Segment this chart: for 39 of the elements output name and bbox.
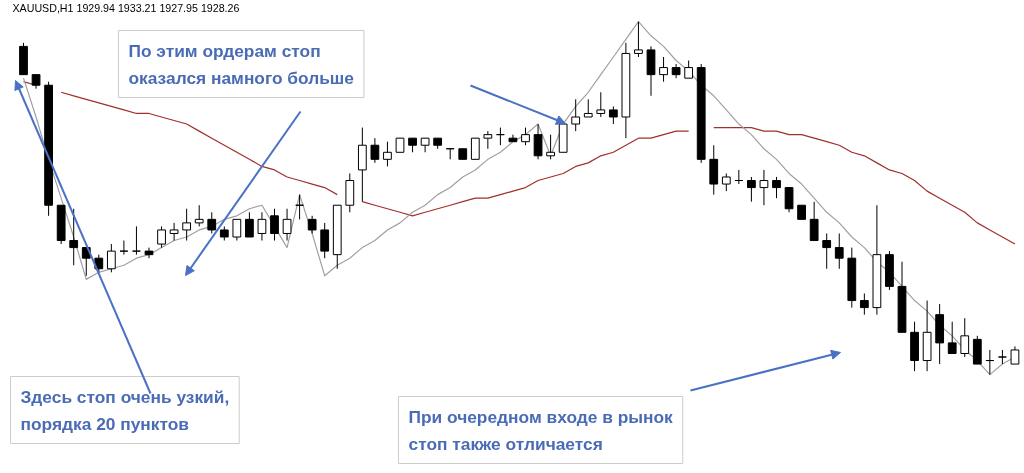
candlestick [546, 134, 555, 160]
candlestick [157, 225, 166, 249]
candlestick [960, 317, 970, 358]
candlestick [784, 187, 794, 213]
candlestick [232, 218, 242, 242]
candlestick [859, 292, 869, 316]
candlestick [809, 201, 819, 242]
candlestick [320, 222, 330, 259]
candlestick [106, 243, 116, 273]
candlestick [470, 137, 480, 160]
candlestick [483, 130, 493, 150]
chart-title: XAUUSD,H1 1929.94 1933.21 1927.95 1928.26 [12, 1, 240, 14]
candlestick [282, 208, 292, 242]
candlestick [834, 232, 844, 270]
candlestick [571, 98, 581, 132]
candlestick [533, 123, 543, 160]
candlestick [169, 222, 179, 242]
candlestick [144, 247, 154, 259]
candlestick [119, 240, 129, 256]
candlestick [596, 91, 606, 118]
candlestick [383, 141, 392, 167]
candlestick [772, 176, 781, 199]
text: При очередном входе в рынок стоп также отличается [408, 406, 674, 454]
candlestick [759, 169, 769, 206]
candlestick [270, 208, 279, 242]
candlestick [370, 137, 380, 164]
candlestick [634, 21, 643, 58]
candlestick [947, 321, 957, 354]
candlestick [194, 204, 204, 227]
candlestick [207, 211, 217, 234]
candlestick [747, 176, 756, 203]
candlestick [69, 208, 79, 266]
annotation: По этим ордерам стоп оказался намного больше [128, 40, 355, 88]
text: Здесь стоп очень узкий, порядка 20 пунктов [20, 386, 230, 434]
candlestick [182, 208, 192, 242]
candlestick [659, 56, 668, 83]
candlestick [245, 211, 254, 238]
candlestick [822, 232, 832, 270]
candlestick [257, 211, 267, 242]
